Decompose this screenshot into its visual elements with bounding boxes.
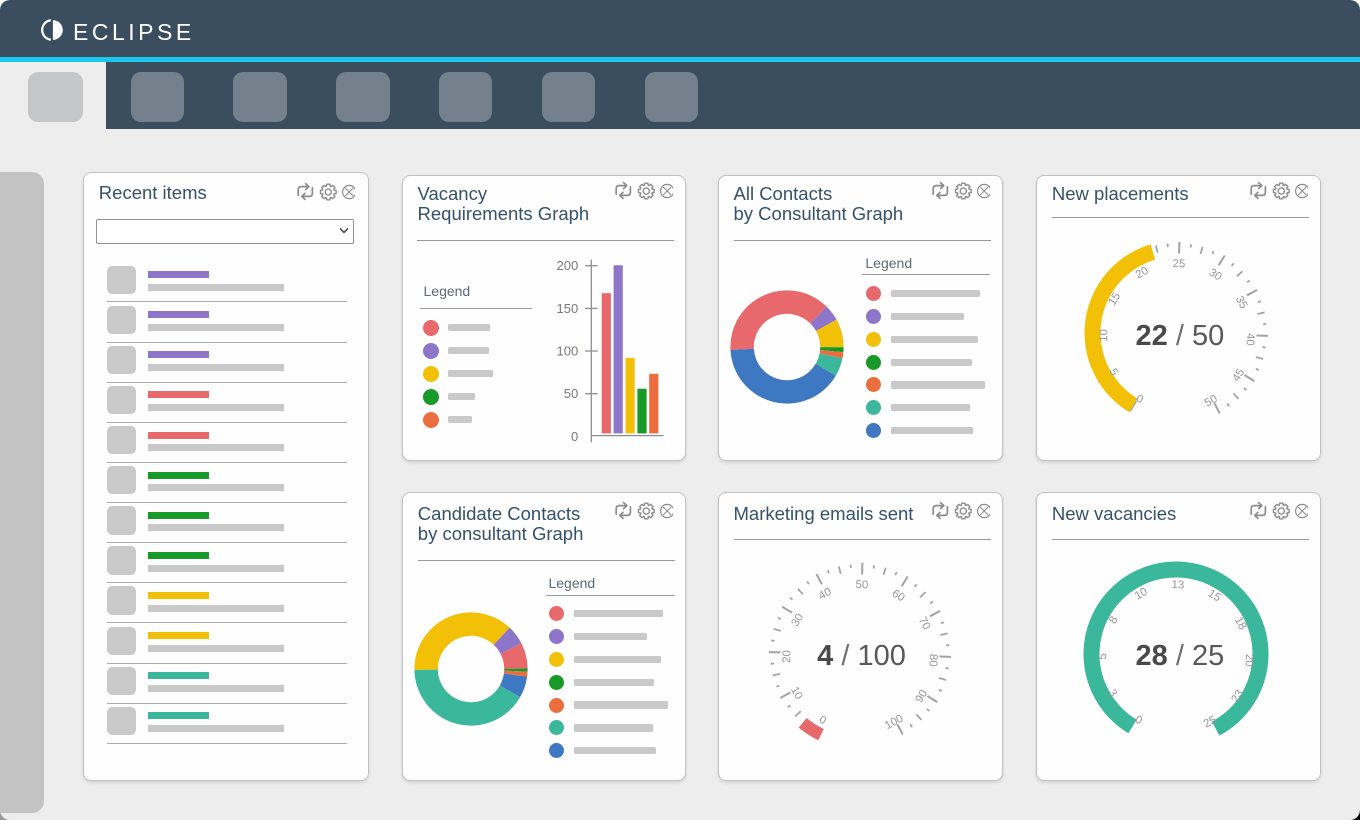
svg-text:50: 50 xyxy=(564,387,578,402)
svg-text:20: 20 xyxy=(781,650,793,663)
svg-text:15: 15 xyxy=(1107,291,1124,308)
svg-text:25: 25 xyxy=(1202,714,1219,731)
svg-text:10: 10 xyxy=(787,685,804,702)
svg-text:8: 8 xyxy=(1107,614,1121,626)
svg-text:50: 50 xyxy=(1203,394,1220,411)
svg-text:0: 0 xyxy=(816,714,828,728)
svg-text:40: 40 xyxy=(816,586,833,603)
svg-text:45: 45 xyxy=(1231,367,1248,384)
svg-text:50: 50 xyxy=(855,579,868,591)
svg-text:10: 10 xyxy=(1099,330,1111,343)
svg-text:23: 23 xyxy=(1230,688,1247,705)
svg-text:0: 0 xyxy=(571,429,578,444)
svg-text:20: 20 xyxy=(1243,654,1255,667)
svg-text:35: 35 xyxy=(1233,295,1250,312)
svg-text:5: 5 xyxy=(1107,367,1121,378)
svg-text:90: 90 xyxy=(913,688,930,705)
svg-text:70: 70 xyxy=(915,615,932,632)
svg-text:30: 30 xyxy=(1207,267,1224,284)
svg-text:100: 100 xyxy=(556,344,578,359)
svg-text:18: 18 xyxy=(1232,615,1249,632)
svg-text:5: 5 xyxy=(1097,653,1109,660)
svg-text:3: 3 xyxy=(1106,688,1120,699)
svg-text:80: 80 xyxy=(926,654,938,667)
svg-text:13: 13 xyxy=(1172,579,1185,591)
svg-text:15: 15 xyxy=(1206,588,1223,605)
svg-text:60: 60 xyxy=(889,588,906,605)
svg-text:40: 40 xyxy=(1244,333,1256,346)
svg-text:20: 20 xyxy=(1134,265,1151,282)
svg-text:10: 10 xyxy=(1133,586,1150,603)
svg-text:25: 25 xyxy=(1173,259,1186,271)
svg-text:30: 30 xyxy=(789,612,806,629)
svg-text:0: 0 xyxy=(1134,393,1146,407)
svg-text:200: 200 xyxy=(556,259,578,274)
svg-text:0: 0 xyxy=(1133,714,1145,728)
svg-text:150: 150 xyxy=(556,301,578,316)
svg-text:100: 100 xyxy=(883,713,905,732)
